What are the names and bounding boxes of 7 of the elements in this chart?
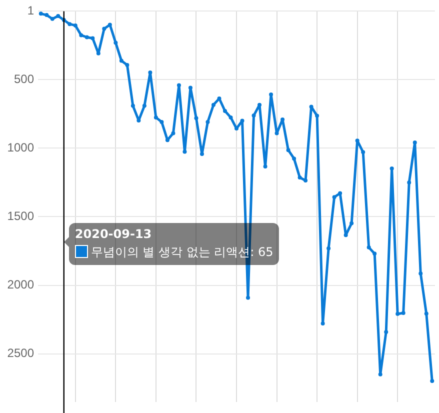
annotation: 2020-09-13 xyxy=(74,227,153,242)
y-tick-label: 2000 xyxy=(7,278,34,292)
y-tick-label: 1 xyxy=(27,4,34,18)
y-tick-label: 1500 xyxy=(7,209,34,224)
y-tick-label: 1000 xyxy=(7,140,34,154)
y-tick-label: 2500 xyxy=(7,346,34,360)
y-tick-label: 500 xyxy=(14,72,34,86)
